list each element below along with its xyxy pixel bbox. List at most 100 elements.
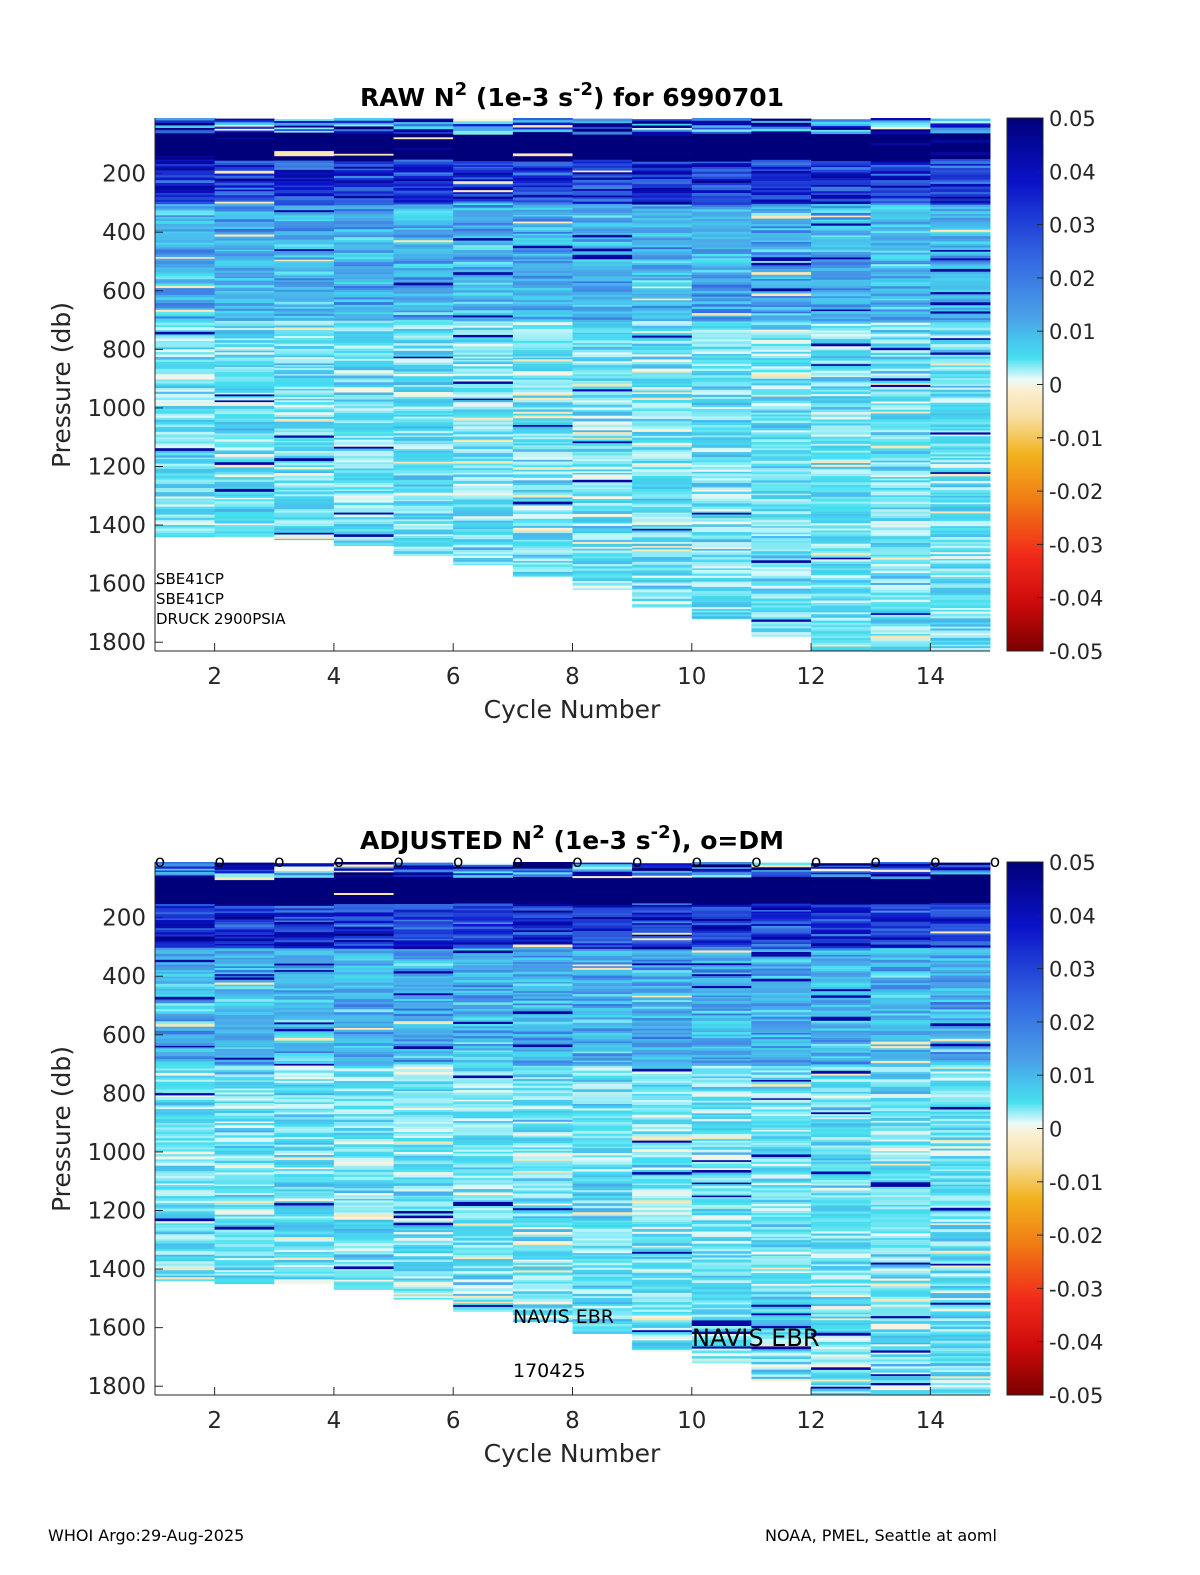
heatmap-cell <box>453 901 514 904</box>
heatmap-cell <box>751 444 812 447</box>
heatmap-cell <box>214 313 275 316</box>
heatmap-cell <box>512 216 573 220</box>
heatmap-cell <box>930 558 991 561</box>
heatmap-cell <box>572 882 633 885</box>
heatmap-cell <box>214 1273 275 1276</box>
heatmap-cell <box>155 1029 216 1032</box>
heatmap-cell <box>393 925 454 928</box>
heatmap-cell <box>512 872 573 875</box>
heatmap-cell <box>214 462 275 466</box>
heatmap-cell <box>572 913 633 916</box>
heatmap-cell <box>333 1237 394 1241</box>
heatmap-cell <box>453 217 514 220</box>
heatmap-cell <box>572 1041 633 1044</box>
heatmap-cell <box>512 1095 573 1098</box>
heatmap-cell <box>453 149 514 153</box>
heatmap-cell <box>333 299 394 303</box>
heatmap-cell <box>512 561 573 563</box>
heatmap-cell <box>393 508 454 512</box>
heatmap-cell <box>751 526 812 529</box>
heatmap-cell <box>632 1279 693 1283</box>
heatmap-cell <box>333 417 394 421</box>
heatmap-cell <box>870 626 931 629</box>
heatmap-cell <box>453 161 514 164</box>
heatmap-cell <box>572 1115 633 1119</box>
heatmap-cell <box>930 441 991 444</box>
heatmap-cell <box>512 901 573 905</box>
heatmap-cell <box>214 134 275 137</box>
heatmap-cell <box>453 442 514 445</box>
heatmap-cell <box>333 338 394 341</box>
heatmap-cell <box>333 517 394 520</box>
heatmap-cell <box>155 364 216 368</box>
heatmap-cell <box>155 862 216 864</box>
heatmap-cell <box>691 1005 752 1008</box>
heatmap-cell <box>691 950 752 953</box>
heatmap-cell <box>214 1035 275 1039</box>
heatmap-cell <box>811 165 872 168</box>
heatmap-cell <box>274 523 335 527</box>
heatmap-cell <box>274 1212 335 1215</box>
heatmap-cell <box>155 254 216 258</box>
heatmap-cell <box>632 206 693 209</box>
heatmap-cell <box>811 292 872 295</box>
heatmap-cell <box>512 1145 573 1148</box>
heatmap-cell <box>870 445 931 449</box>
heatmap-cell <box>155 466 216 470</box>
heatmap-cell <box>870 522 931 526</box>
heatmap-cell <box>453 1024 514 1027</box>
heatmap-cell <box>572 489 633 492</box>
heatmap-cell <box>632 465 693 468</box>
heatmap-cell <box>274 1243 335 1247</box>
heatmap-cell <box>333 375 394 379</box>
heatmap-cell <box>632 278 693 281</box>
heatmap-cell <box>512 350 573 353</box>
heatmap-cell <box>214 318 275 322</box>
heatmap-cell <box>870 430 931 433</box>
heatmap-cell <box>632 1142 693 1146</box>
heatmap-cell <box>632 554 693 558</box>
heatmap-cell <box>811 487 872 491</box>
heatmap-cell <box>453 1135 514 1138</box>
heatmap-cell <box>512 400 573 403</box>
heatmap-cell <box>393 135 454 138</box>
heatmap-cell <box>453 1109 514 1112</box>
heatmap-cell <box>155 918 216 921</box>
heatmap-cell <box>155 1221 216 1224</box>
colorbar-tick-label: 0.04 <box>1049 160 1096 184</box>
heatmap-cell <box>691 471 752 474</box>
heatmap-cell <box>870 216 931 220</box>
heatmap-cell <box>155 875 216 878</box>
heatmap-cell <box>572 220 633 223</box>
heatmap-cell <box>333 448 394 452</box>
heatmap-cell <box>333 1076 394 1079</box>
heatmap-cell <box>930 562 991 565</box>
heatmap-cell <box>274 320 335 324</box>
heatmap-cell <box>572 1015 633 1018</box>
heatmap-cell <box>572 380 633 383</box>
heatmap-cell <box>333 1023 394 1027</box>
heatmap-cell <box>214 175 275 179</box>
heatmap-cell <box>632 1289 693 1292</box>
heatmap-cell <box>572 1104 633 1107</box>
heatmap-cell <box>393 1133 454 1137</box>
heatmap-cell <box>870 259 931 262</box>
heatmap-cell <box>393 991 454 994</box>
heatmap-cell <box>274 237 335 240</box>
heatmap-cell <box>214 441 275 445</box>
heatmap-cell <box>453 394 514 398</box>
heatmap-cell <box>333 214 394 217</box>
heatmap-cell <box>333 392 394 396</box>
heatmap-cell <box>572 1070 633 1074</box>
heatmap-cell <box>572 1097 633 1100</box>
heatmap-cell <box>333 161 394 165</box>
heatmap-cell <box>572 137 633 140</box>
heatmap-cell <box>393 1280 454 1283</box>
heatmap-cell <box>453 1301 514 1304</box>
heatmap-cell <box>930 318 991 321</box>
heatmap-cell <box>333 899 394 903</box>
heatmap-cell <box>930 336 991 339</box>
heatmap-cell <box>572 533 633 535</box>
heatmap-cell <box>572 558 633 562</box>
heatmap-cell <box>632 870 693 874</box>
